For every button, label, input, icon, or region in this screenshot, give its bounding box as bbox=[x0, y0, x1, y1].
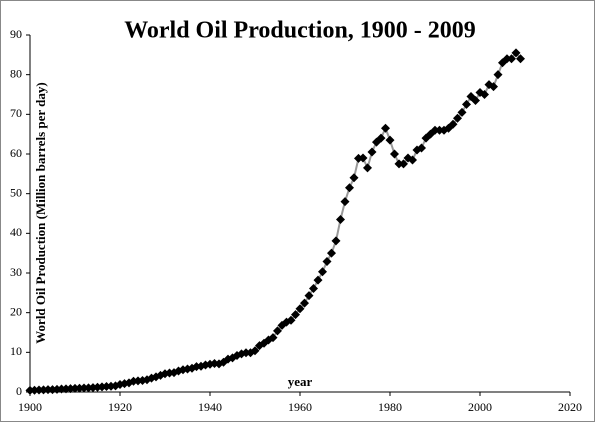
x-tick-label: 2000 bbox=[468, 400, 492, 414]
x-axis-label: year bbox=[288, 374, 313, 389]
y-tick-label: 20 bbox=[10, 304, 22, 318]
marker bbox=[376, 133, 386, 143]
marker bbox=[511, 48, 521, 58]
y-axis-label: World Oil Production (Million barrels pe… bbox=[33, 82, 48, 343]
chart-title: World Oil Production, 1900 - 2009 bbox=[124, 18, 476, 44]
marker bbox=[300, 298, 309, 308]
y-tick-label: 0 bbox=[16, 384, 22, 398]
marker bbox=[340, 197, 350, 207]
marker bbox=[313, 275, 323, 285]
marker bbox=[291, 310, 300, 320]
marker bbox=[349, 173, 359, 183]
marker bbox=[336, 214, 345, 224]
marker bbox=[408, 155, 417, 165]
y-tick-label: 50 bbox=[10, 185, 22, 199]
marker bbox=[493, 70, 503, 80]
y-tick-label: 40 bbox=[10, 225, 22, 239]
marker bbox=[358, 153, 368, 163]
marker bbox=[273, 326, 282, 336]
marker bbox=[448, 119, 458, 129]
x-tick-label: 1960 bbox=[288, 400, 312, 414]
x-tick-label: 1920 bbox=[108, 400, 132, 414]
marker bbox=[309, 283, 318, 293]
x-tick-label: 1980 bbox=[378, 400, 402, 414]
marker bbox=[286, 315, 296, 325]
marker bbox=[381, 123, 390, 133]
y-tick-label: 10 bbox=[10, 344, 22, 358]
x-tick-label: 1900 bbox=[18, 400, 42, 414]
marker bbox=[345, 183, 354, 193]
marker bbox=[295, 304, 305, 314]
marker bbox=[390, 149, 399, 159]
marker bbox=[507, 54, 516, 64]
marker bbox=[385, 135, 395, 145]
marker bbox=[516, 54, 525, 64]
y-tick-label: 60 bbox=[10, 146, 22, 160]
y-tick-label: 70 bbox=[10, 106, 22, 120]
x-tick-label: 2020 bbox=[558, 400, 582, 414]
marker bbox=[453, 113, 462, 123]
marker bbox=[457, 107, 467, 117]
marker bbox=[471, 95, 480, 105]
y-tick-label: 30 bbox=[10, 265, 22, 279]
marker bbox=[462, 99, 471, 109]
marker bbox=[417, 143, 426, 153]
marker bbox=[322, 256, 332, 266]
marker bbox=[250, 346, 260, 356]
marker bbox=[304, 291, 314, 301]
marker bbox=[318, 267, 327, 277]
marker bbox=[489, 82, 498, 92]
y-tick-label: 80 bbox=[10, 66, 22, 80]
marker bbox=[480, 90, 489, 99]
y-tick-label: 90 bbox=[10, 27, 22, 41]
marker bbox=[367, 147, 377, 157]
marker bbox=[363, 163, 372, 173]
marker bbox=[399, 159, 408, 169]
marker bbox=[327, 248, 336, 258]
marker bbox=[331, 236, 341, 246]
x-tick-label: 1940 bbox=[198, 400, 222, 414]
marker bbox=[268, 333, 278, 343]
